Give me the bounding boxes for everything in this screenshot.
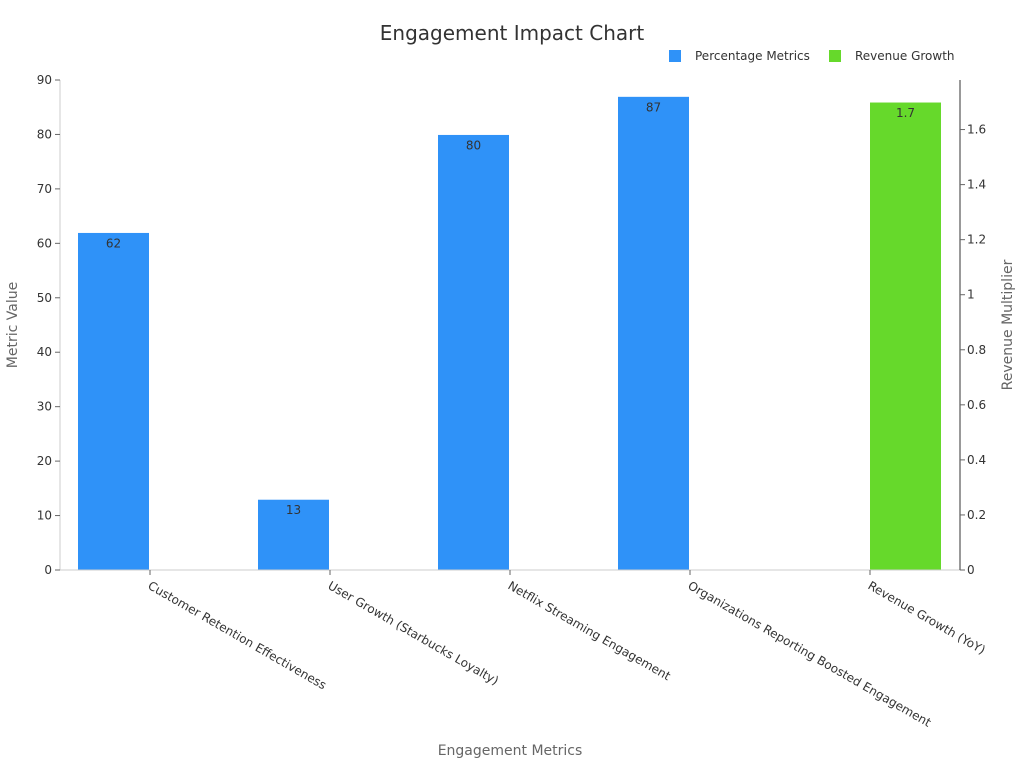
y2-tick-label: 0 <box>967 563 975 577</box>
x-axis-title: Engagement Metrics <box>438 743 583 759</box>
y2-tick-label: 0.4 <box>967 453 986 467</box>
chart-title: Engagement Impact Chart <box>380 21 645 45</box>
bar-percentage-1 <box>257 498 330 571</box>
y2-tick-label: 1.4 <box>967 178 986 192</box>
x-tick-label: Customer Retention Effectiveness <box>146 578 329 692</box>
y-axis-right-ticks: 0 0.2 0.4 0.6 0.8 1 1.2 1.4 1.6 <box>960 123 986 577</box>
legend: Percentage Metrics Revenue Growth <box>669 49 955 63</box>
data-label-revenue-4: 1.7 <box>896 106 915 120</box>
y-tick-label: 90 <box>37 73 52 87</box>
data-label-percentage-2: 80 <box>466 138 481 152</box>
legend-label-revenue: Revenue Growth <box>855 49 955 63</box>
y2-tick-label: 0.2 <box>967 508 986 522</box>
x-tick-label: User Growth (Starbucks Loyalty) <box>326 578 502 687</box>
data-label-percentage-0: 62 <box>106 236 121 250</box>
y-tick-label: 10 <box>37 509 52 523</box>
legend-swatch-percentage <box>669 50 681 62</box>
y-tick-label: 0 <box>44 563 52 577</box>
y-tick-label: 20 <box>37 454 52 468</box>
y2-tick-label: 0.6 <box>967 398 986 412</box>
bar-percentage-3 <box>617 95 690 571</box>
y-tick-label: 60 <box>37 236 52 250</box>
y-tick-label: 80 <box>37 127 52 141</box>
legend-label-percentage: Percentage Metrics <box>695 49 810 63</box>
y-tick-label: 50 <box>37 291 52 305</box>
y2-tick-label: 1.2 <box>967 233 986 247</box>
data-label-percentage-3: 87 <box>646 100 661 114</box>
y2-tick-label: 1 <box>967 288 975 302</box>
y2-tick-label: 0.8 <box>967 343 986 357</box>
bar-percentage-0 <box>77 231 150 571</box>
x-tick-label: Netflix Streaming Engagement <box>506 578 674 683</box>
bars-layer <box>77 95 942 571</box>
y-tick-label: 40 <box>37 345 52 359</box>
y-tick-label: 70 <box>37 182 52 196</box>
y-tick-label: 30 <box>37 400 52 414</box>
y2-tick-label: 1.6 <box>967 123 986 137</box>
legend-swatch-revenue <box>829 50 841 62</box>
data-label-percentage-1: 13 <box>286 503 301 517</box>
y-axis-left-ticks: 0 10 20 30 40 50 60 70 80 90 <box>37 73 60 577</box>
bar-percentage-2 <box>437 133 510 571</box>
bar-revenue-4 <box>869 101 942 571</box>
data-labels-layer: 62 13 80 87 1.7 <box>106 100 915 517</box>
y-axis-right-title: Revenue Multiplier <box>1000 259 1016 390</box>
x-tick-label: Revenue Growth (YoY) <box>866 578 988 657</box>
y-axis-left-title: Metric Value <box>5 282 21 368</box>
